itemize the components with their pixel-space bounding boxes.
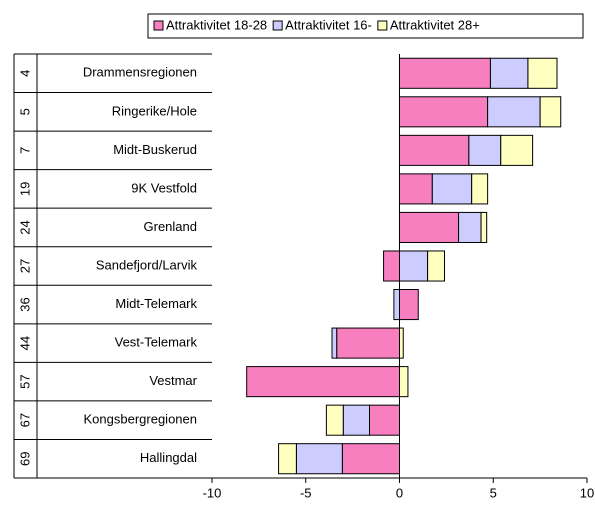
bar	[539, 96, 562, 128]
category-label: 9K Vestfold	[131, 180, 197, 195]
bar	[342, 404, 370, 436]
category-label: Grenland	[144, 219, 197, 234]
category-label: Vest-Telemark	[115, 335, 198, 350]
bar	[331, 327, 338, 359]
bar	[341, 443, 400, 475]
rank-label: 24	[17, 220, 32, 234]
bar	[295, 443, 343, 475]
bar	[383, 250, 400, 282]
legend-swatch	[153, 20, 164, 31]
bar	[458, 211, 482, 243]
rank-label: 27	[17, 259, 32, 273]
bar	[500, 134, 534, 166]
x-tick-label: 5	[490, 485, 497, 500]
bar	[399, 96, 489, 128]
bar	[527, 57, 558, 89]
rank-label: 19	[17, 182, 32, 196]
rank-label: 67	[17, 413, 32, 427]
bar	[480, 211, 488, 243]
x-tick-label: 10	[580, 485, 594, 500]
bar	[431, 173, 473, 205]
bar	[278, 443, 297, 475]
legend-box	[147, 13, 584, 39]
bar	[468, 134, 502, 166]
category-label: Drammensregionen	[83, 65, 197, 80]
bar	[399, 250, 429, 282]
bar	[471, 173, 489, 205]
x-tick-label: -10	[203, 485, 222, 500]
category-label: Ringerike/Hole	[112, 103, 197, 118]
bar	[393, 289, 400, 321]
bar	[399, 134, 470, 166]
bar	[487, 96, 541, 128]
bar	[399, 289, 419, 321]
x-tick-label: -5	[300, 485, 312, 500]
category-label: Sandefjord/Larvik	[96, 257, 198, 272]
bar	[399, 57, 491, 89]
category-label: Midt-Buskerud	[113, 142, 197, 157]
rank-label: 5	[17, 108, 32, 115]
legend-swatch	[377, 20, 388, 31]
rank-label: 44	[17, 336, 32, 350]
legend-label: Attraktivitet 16-	[285, 17, 372, 32]
bar	[399, 366, 409, 398]
bar	[427, 250, 445, 282]
bar	[399, 211, 460, 243]
category-label: Vestmar	[149, 373, 197, 388]
rank-label: 57	[17, 374, 32, 388]
rank-label: 4	[17, 70, 32, 77]
bar	[399, 173, 433, 205]
rank-label: 69	[17, 451, 32, 465]
bar	[336, 327, 400, 359]
bar	[399, 327, 404, 359]
bar	[489, 57, 529, 89]
category-label: Hallingdal	[140, 450, 197, 465]
bar	[325, 404, 344, 436]
rank-label: 36	[17, 297, 32, 311]
bar	[246, 366, 400, 398]
bar	[369, 404, 400, 436]
category-label: Midt-Telemark	[115, 296, 197, 311]
legend-swatch	[272, 20, 283, 31]
legend-label: Attraktivitet 28+	[390, 17, 480, 32]
x-tick-label: 0	[396, 485, 403, 500]
category-label: Kongsbergregionen	[84, 412, 197, 427]
rank-label: 7	[17, 147, 32, 154]
legend-label: Attraktivitet 18-28	[166, 17, 267, 32]
